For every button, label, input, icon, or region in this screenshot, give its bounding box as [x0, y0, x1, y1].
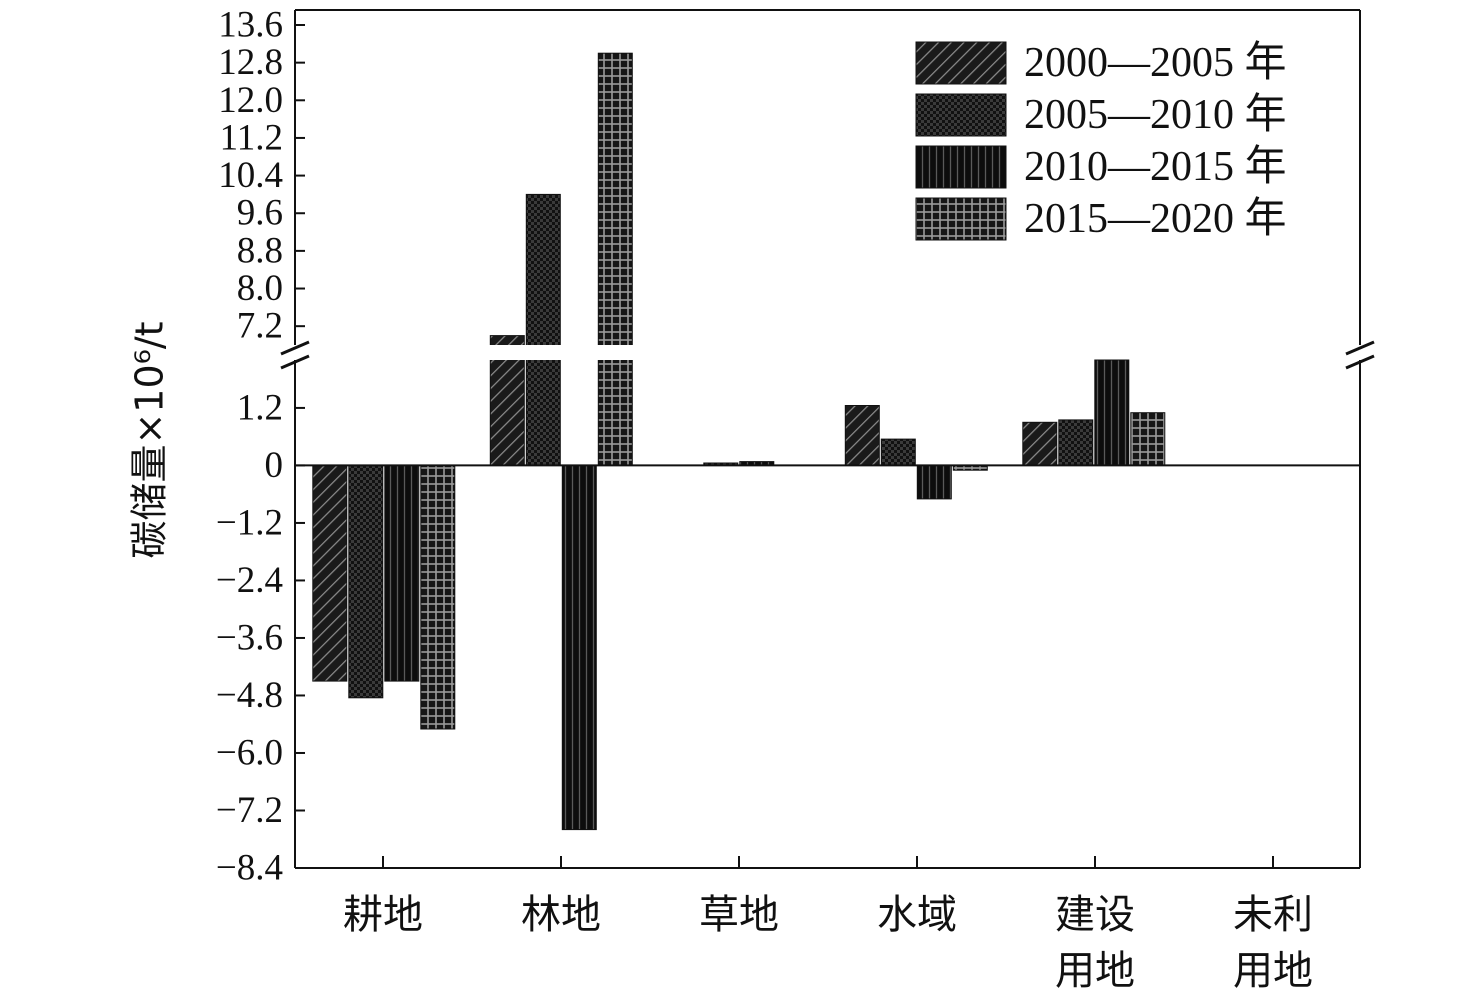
y-tick-label: 13.6 — [218, 5, 283, 46]
x-category-label: 用地 — [1055, 948, 1135, 994]
bar-break-gap — [489, 345, 526, 360]
legend: 2000—2005 年 2005—2010 年 2010—2015 年 2015—20… — [915, 39, 1287, 242]
x-category-label: 水域 — [877, 892, 957, 938]
legend-label: 2010—2015 年 — [1024, 143, 1287, 190]
legend-swatch — [915, 41, 1007, 85]
x-category-label: 建设 — [1055, 892, 1135, 938]
bar-s3-c1 — [597, 52, 633, 466]
legend-swatch — [915, 145, 1007, 189]
legend-swatch — [915, 197, 1007, 241]
axis-break-mark — [1345, 340, 1375, 356]
bar-s1-c3 — [880, 438, 916, 467]
bar-s0-c0 — [312, 464, 348, 682]
y-tick-label: 8.0 — [237, 268, 283, 309]
bar-s0-c3 — [844, 405, 880, 466]
bar-s1-c4 — [1058, 419, 1094, 466]
axis-break-mark — [280, 354, 310, 370]
bar-s2-c3 — [916, 464, 952, 500]
y-tick-label: 0 — [265, 445, 284, 486]
legend-label: 2005—2010 年 — [1024, 91, 1287, 138]
y-axis-label: 碳储量×10⁶/t — [128, 321, 172, 558]
legend-label: 2015—2020 年 — [1024, 195, 1287, 242]
legend-label: 2000—2005 年 — [1024, 39, 1287, 86]
y-tick-label: 7.2 — [237, 306, 283, 347]
y-tick-label: −3.6 — [216, 617, 283, 658]
bar-s2-c1 — [561, 464, 597, 831]
x-category-label: 未利 — [1233, 892, 1313, 938]
bar-s3-c4 — [1130, 412, 1166, 466]
y-tick-label: 11.2 — [220, 117, 283, 158]
bar-s2-c4 — [1094, 359, 1130, 466]
bar-break-gap — [597, 345, 634, 360]
y-tick-label: −8.4 — [216, 848, 283, 889]
y-tick-label: 9.6 — [237, 193, 283, 234]
bar-s3-c0 — [420, 464, 456, 730]
legend-swatch — [915, 93, 1007, 137]
y-tick-label: 1.2 — [237, 387, 283, 428]
axis-break-mark — [1345, 354, 1375, 370]
y-tick-label: 12.8 — [218, 42, 283, 83]
x-category-label: 林地 — [521, 892, 601, 938]
y-tick-label: −7.2 — [216, 790, 283, 831]
y-tick-label: −1.2 — [216, 502, 283, 543]
bar-break-gap — [525, 345, 562, 360]
x-category-label: 耕地 — [343, 892, 423, 938]
y-tick-label: 10.4 — [218, 155, 283, 196]
x-category-label: 用地 — [1233, 948, 1313, 994]
y-tick-label: −4.8 — [216, 675, 283, 716]
bar-s0-c4 — [1022, 421, 1058, 466]
y-tick-label: −2.4 — [216, 560, 283, 601]
y-tick-label: 12.0 — [218, 80, 283, 121]
axis-break-mark — [280, 340, 310, 356]
y-tick-label: −6.0 — [216, 732, 283, 773]
bar-s1-c0 — [348, 464, 384, 699]
bar-s2-c0 — [384, 464, 420, 682]
x-category-label: 草地 — [699, 892, 779, 938]
axes-layer: −8.4 −7.2 −6.0 −4.8 −3.6 −2.4 −1.2 0 1.2 7.28.08.… — [216, 5, 1375, 994]
y-tick-label: 8.8 — [237, 230, 283, 271]
bar-s1-c1 — [525, 193, 561, 466]
